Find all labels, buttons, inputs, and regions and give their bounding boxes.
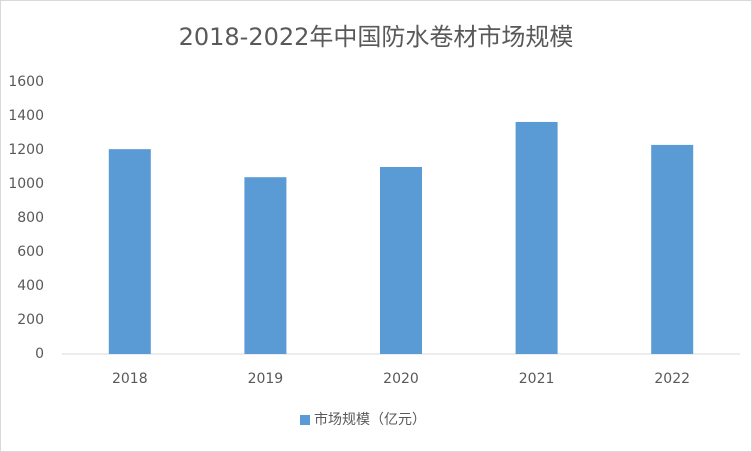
bar	[515, 121, 558, 354]
bar	[244, 177, 287, 354]
bar	[651, 144, 694, 354]
y-tick-label: 1400	[8, 108, 44, 124]
y-tick-label: 800	[17, 210, 44, 226]
y-tick-label: 200	[17, 312, 44, 328]
y-tick-label: 0	[35, 346, 44, 362]
y-tick-label: 1200	[8, 142, 44, 158]
chart-title: 2018-2022年中国防水卷材市场规模	[179, 23, 574, 51]
x-tick-label: 2021	[519, 371, 555, 387]
y-tick-label: 600	[17, 244, 44, 260]
y-tick-label: 1000	[8, 176, 44, 192]
legend-label: 市场规模（亿元）	[314, 411, 426, 428]
x-tick-label: 2022	[654, 371, 690, 387]
legend-swatch	[300, 415, 310, 425]
y-tick-label: 1600	[8, 74, 44, 90]
bar	[380, 167, 422, 354]
x-tick-label: 2019	[248, 371, 284, 387]
x-tick-label: 2020	[383, 371, 419, 387]
bar	[108, 149, 151, 354]
x-tick-label: 2018	[112, 371, 148, 387]
y-tick-label: 400	[17, 278, 44, 294]
